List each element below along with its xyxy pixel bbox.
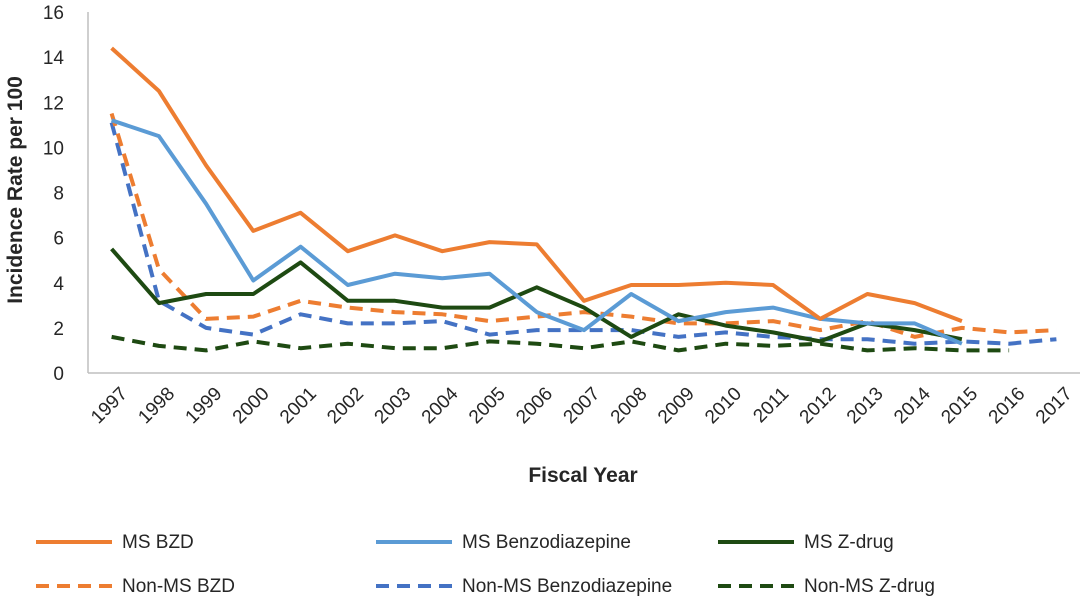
x-tick-label: 2017	[1032, 383, 1077, 428]
y-tick-label: 8	[53, 184, 64, 205]
x-axis-title: Fiscal Year	[528, 464, 637, 487]
axes	[87, 12, 1080, 374]
x-tick-label: 2002	[323, 383, 368, 428]
y-tick-label: 2	[53, 319, 64, 340]
x-tick-label: 2012	[796, 383, 841, 428]
series-line-non-ms-z-drug	[111, 334, 1010, 353]
x-tick-label: 2006	[512, 383, 557, 428]
plot-area	[109, 46, 1057, 353]
y-tick-label: 16	[43, 3, 64, 24]
legend-label: MS BZD	[122, 532, 194, 553]
legend-label: Non-MS Z-drug	[804, 576, 935, 597]
y-tick-label: 10	[43, 138, 64, 159]
y-tick-label: 4	[53, 274, 64, 295]
legend-label: Non-MS BZD	[122, 576, 235, 597]
x-tick-labels: 1997 1998 1999 2000 2001 2002 2003 2004 2005 2006…	[87, 383, 1077, 428]
x-tick-label: 2003	[371, 383, 416, 428]
x-tick-label: 2000	[229, 383, 274, 428]
x-tick-label: 2014	[890, 383, 935, 428]
x-tick-label: 1999	[182, 383, 227, 428]
x-tick-label: 2009	[654, 383, 699, 428]
series-line-non-ms-benzodiazepine	[109, 122, 1057, 346]
x-tick-label: 2010	[701, 383, 746, 428]
legend-label: MS Z-drug	[804, 532, 894, 553]
y-axis-title: Incidence Rate per 100	[4, 76, 27, 304]
x-tick-label: 2016	[985, 383, 1030, 428]
x-tick-label: 2013	[843, 383, 888, 428]
x-tick-label: 2005	[465, 383, 510, 428]
legend: MS BZD MS Benzodiazepine MS Z-drug Non-MS B…	[36, 532, 935, 597]
y-tick-label: 14	[43, 48, 65, 69]
y-tick-label: 0	[53, 364, 64, 385]
y-tick-label: 12	[43, 93, 64, 114]
x-tick-label: 2015	[937, 383, 982, 428]
x-tick-label: 2011	[749, 383, 793, 427]
x-tick-label: 2004	[418, 383, 463, 428]
x-tick-label: 2001	[276, 383, 321, 428]
series-line-ms-z-drug	[110, 247, 963, 344]
series-line-non-ms-bzd	[109, 112, 1057, 339]
legend-label: MS Benzodiazepine	[462, 532, 631, 553]
x-tick-label: 2008	[607, 383, 652, 428]
x-tick-label: 1998	[134, 383, 179, 428]
legend-label: Non-MS Benzodiazepine	[462, 576, 672, 597]
y-tick-label: 6	[53, 229, 64, 250]
series-line-ms-bzd	[110, 46, 963, 323]
y-tick-labels: 0 2 4 6 8 10 12 14 16	[43, 3, 65, 385]
x-tick-label: 2007	[560, 383, 605, 428]
x-tick-label: 1997	[87, 383, 132, 428]
